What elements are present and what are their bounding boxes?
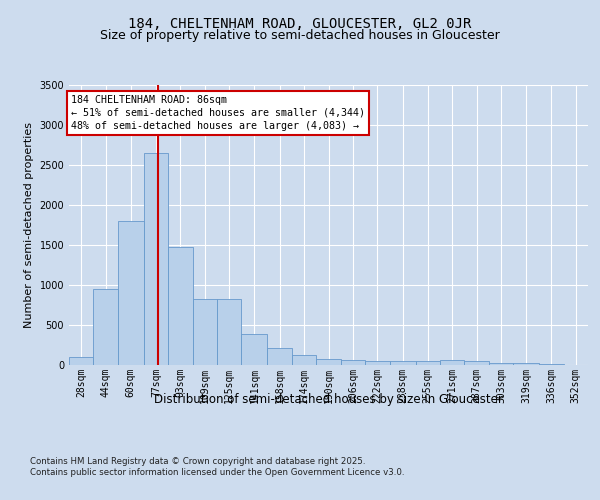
Bar bbox=[341, 360, 365, 365]
Bar bbox=[144, 153, 168, 365]
Text: 184 CHELTENHAM ROAD: 86sqm
← 51% of semi-detached houses are smaller (4,344)
48%: 184 CHELTENHAM ROAD: 86sqm ← 51% of semi… bbox=[71, 94, 365, 131]
Bar bbox=[316, 358, 341, 365]
Bar bbox=[513, 364, 539, 365]
Bar bbox=[69, 358, 94, 365]
Bar bbox=[464, 362, 489, 365]
Bar bbox=[292, 356, 316, 365]
Bar bbox=[241, 334, 268, 365]
Bar bbox=[365, 360, 389, 365]
Text: Contains HM Land Registry data © Crown copyright and database right 2025.
Contai: Contains HM Land Registry data © Crown c… bbox=[30, 458, 404, 477]
Text: Distribution of semi-detached houses by size in Gloucester: Distribution of semi-detached houses by … bbox=[154, 392, 503, 406]
Bar bbox=[268, 348, 292, 365]
Text: Size of property relative to semi-detached houses in Gloucester: Size of property relative to semi-detach… bbox=[100, 29, 500, 42]
Bar bbox=[168, 246, 193, 365]
Bar bbox=[118, 221, 144, 365]
Text: 184, CHELTENHAM ROAD, GLOUCESTER, GL2 0JR: 184, CHELTENHAM ROAD, GLOUCESTER, GL2 0J… bbox=[128, 18, 472, 32]
Bar bbox=[94, 289, 118, 365]
Bar bbox=[539, 364, 563, 365]
Bar bbox=[489, 362, 513, 365]
Bar bbox=[440, 360, 464, 365]
Bar bbox=[193, 298, 217, 365]
Bar bbox=[389, 361, 416, 365]
Y-axis label: Number of semi-detached properties: Number of semi-detached properties bbox=[24, 122, 34, 328]
Bar bbox=[416, 362, 440, 365]
Bar bbox=[217, 298, 241, 365]
